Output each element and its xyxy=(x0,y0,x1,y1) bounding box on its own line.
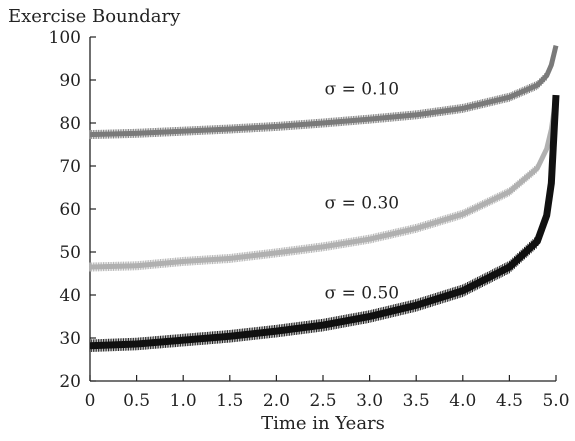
series-labels: σ = 0.10 σ = 0.30 σ = 0.50 xyxy=(325,79,400,303)
series-2 xyxy=(86,94,560,353)
y-tick-label: 80 xyxy=(59,114,81,134)
axes: 0 0.5 1.0 1.5 2.0 2.5 3.0 3.5 4.0 4.5 5.0 20 30 40 50 6… xyxy=(49,28,570,411)
x-tick-label: 5.0 xyxy=(542,391,569,411)
x-tick-label: 0.5 xyxy=(123,391,150,411)
series-layer xyxy=(86,45,560,353)
x-axis-title: Time in Years xyxy=(261,413,385,434)
y-tick-label: 50 xyxy=(59,243,81,263)
series-fringe xyxy=(89,113,556,353)
series-label: σ = 0.10 xyxy=(325,79,400,99)
x-tick-label: 2.5 xyxy=(309,391,336,411)
y-axis-title: Exercise Boundary xyxy=(8,6,181,27)
x-tick-label: 4.0 xyxy=(449,391,476,411)
x-tick-label: 1.5 xyxy=(216,391,243,411)
y-tick-label: 40 xyxy=(59,286,81,306)
series-fringe xyxy=(89,101,556,272)
series-fringe xyxy=(89,46,556,140)
y-tick-label: 90 xyxy=(59,71,81,91)
series-label: σ = 0.50 xyxy=(325,284,400,304)
x-tick-label: 2.0 xyxy=(263,391,290,411)
series-0 xyxy=(87,45,559,140)
x-tick-label: 3.5 xyxy=(403,391,430,411)
y-tick-label: 100 xyxy=(49,28,81,48)
y-tick-label: 70 xyxy=(59,157,81,177)
x-tick-label: 4.5 xyxy=(496,391,523,411)
x-tick-label: 3.0 xyxy=(356,391,383,411)
x-tick-label: 0 xyxy=(85,391,96,411)
series-label: σ = 0.30 xyxy=(325,193,400,213)
x-tick-label: 1.0 xyxy=(170,391,197,411)
y-tick-label: 30 xyxy=(59,329,81,349)
y-tick-label: 20 xyxy=(59,372,81,392)
y-tick-label: 60 xyxy=(59,200,81,220)
series-1 xyxy=(87,96,559,272)
